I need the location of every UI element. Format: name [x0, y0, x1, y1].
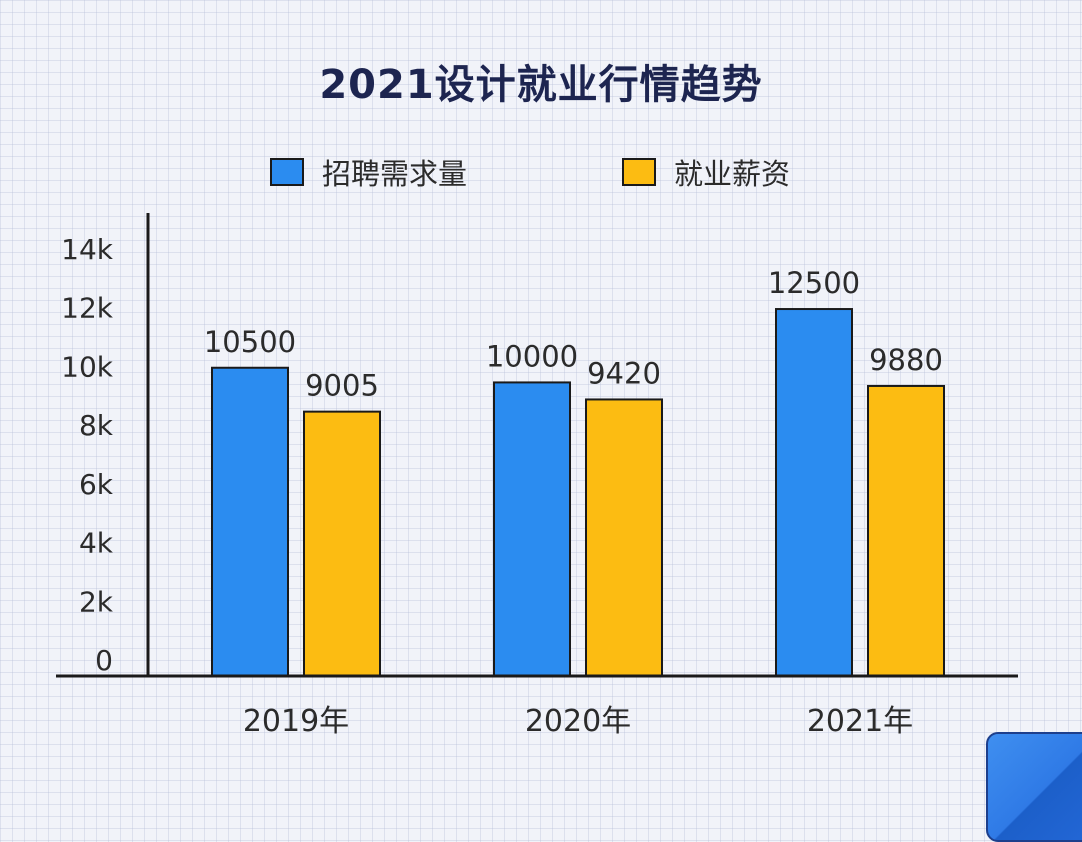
y-tick-label: 12k: [61, 292, 114, 325]
bar: [211, 366, 289, 677]
y-tick-label: 8k: [79, 409, 114, 442]
legend-label-demand: 招聘需求量: [322, 157, 468, 191]
y-tick-label: 0: [95, 644, 113, 677]
y-tick-label: 10k: [61, 350, 114, 383]
legend-swatch-salary: [622, 158, 656, 186]
bar: [493, 381, 571, 677]
corner-decoration: [986, 732, 1082, 842]
data-label: 10000: [486, 339, 578, 373]
data-label: 12500: [768, 266, 860, 300]
bar-chart: 14k 12k 10k 8k 6k 4k 2k 0 10500 10000 12500 9005 942…: [56, 213, 1018, 739]
data-label: 9005: [305, 369, 379, 403]
x-tick-label: 2020年: [525, 704, 631, 739]
y-tick-label: 14k: [61, 233, 114, 266]
chart-title: 2021设计就业行情趋势: [319, 62, 763, 108]
y-tick-label: 4k: [79, 527, 114, 560]
bar: [585, 398, 663, 677]
bar: [775, 308, 853, 677]
bar: [867, 384, 945, 677]
y-tick-label: 6k: [79, 468, 114, 501]
data-label: 9880: [869, 343, 943, 377]
data-label: 10500: [204, 325, 296, 359]
bar: [303, 410, 381, 677]
legend-item-salary: 就业薪资: [622, 152, 790, 192]
legend-item-demand: 招聘需求量: [270, 152, 467, 192]
x-tick-label: 2019年: [243, 704, 349, 739]
data-label: 9420: [587, 356, 661, 390]
legend-swatch-demand: [270, 158, 304, 186]
x-tick-label: 2021年: [807, 704, 913, 739]
y-tick-label: 2k: [79, 585, 114, 618]
legend-label-salary: 就业薪资: [674, 157, 791, 191]
